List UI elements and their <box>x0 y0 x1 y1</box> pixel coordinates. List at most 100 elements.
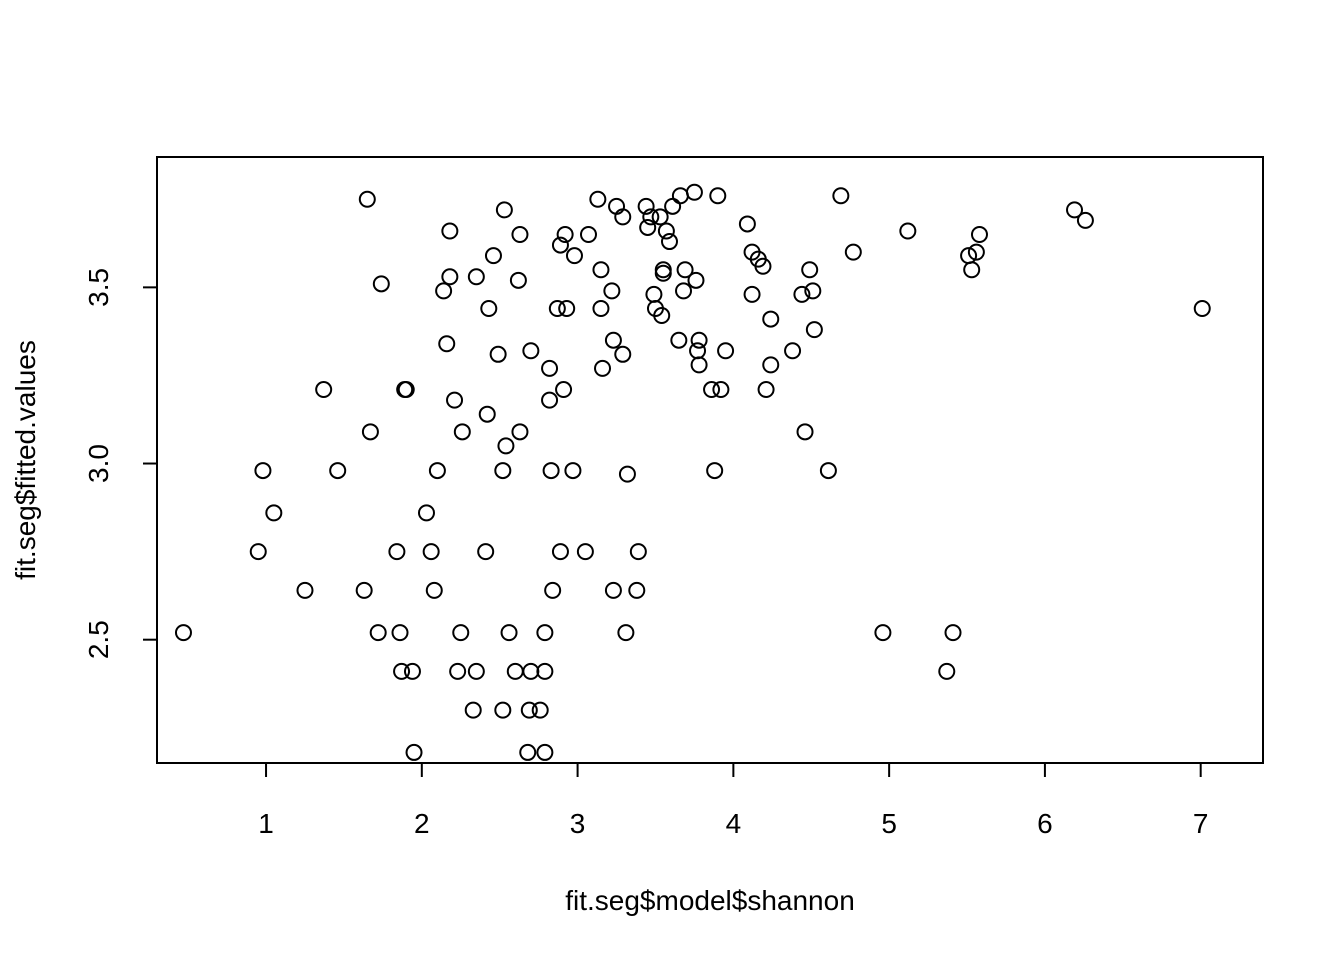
data-point <box>446 391 464 409</box>
x-tick-label: 3 <box>570 808 586 839</box>
data-point <box>511 226 529 244</box>
data-point <box>618 465 636 483</box>
data-point <box>397 381 415 399</box>
y-tick-label: 2.5 <box>83 620 114 659</box>
data-point <box>712 381 730 399</box>
data-point <box>899 222 917 240</box>
data-point <box>174 624 192 642</box>
data-point <box>464 701 482 719</box>
y-tick-label: 3.0 <box>83 444 114 483</box>
data-point <box>614 208 632 226</box>
y-tick-label: 3.5 <box>83 268 114 307</box>
data-point <box>784 342 802 360</box>
data-point <box>564 462 582 480</box>
data-point <box>653 307 671 325</box>
data-point <box>500 624 518 642</box>
plot-box <box>156 156 1264 764</box>
x-axis: 1 2 3 4 5 6 7 <box>258 762 1209 839</box>
data-point <box>449 662 467 680</box>
x-axis-label: fit.seg$model$shannon <box>565 885 855 916</box>
data-point <box>819 462 837 480</box>
data-point <box>551 236 569 254</box>
data-point <box>1076 211 1094 229</box>
data-point <box>531 701 549 719</box>
data-point <box>355 581 373 599</box>
data-point <box>452 624 470 642</box>
data-point <box>358 190 376 208</box>
data-point <box>660 233 678 251</box>
data-point <box>425 581 443 599</box>
data-point <box>592 261 610 279</box>
data-point <box>703 381 721 399</box>
data-point <box>604 581 622 599</box>
data-point <box>511 423 529 441</box>
data-point <box>555 381 573 399</box>
data-point <box>654 264 672 282</box>
data-point <box>315 381 333 399</box>
data-point <box>494 462 512 480</box>
data-point <box>254 462 272 480</box>
data-point <box>801 261 819 279</box>
data-point <box>690 331 708 349</box>
data-point <box>651 208 669 226</box>
data-point <box>579 226 597 244</box>
data-point <box>762 356 780 374</box>
data-point <box>556 226 574 244</box>
data-point <box>519 743 537 761</box>
data-point <box>403 662 421 680</box>
x-tick-label: 2 <box>414 808 430 839</box>
data-point <box>428 462 446 480</box>
data-point <box>654 261 672 279</box>
data-point <box>706 462 724 480</box>
data-point <box>249 543 267 561</box>
data-point <box>441 222 459 240</box>
data-point <box>690 356 708 374</box>
data-point <box>422 543 440 561</box>
data-point <box>685 183 703 201</box>
data-point <box>689 342 707 360</box>
data-point <box>478 405 496 423</box>
data-point <box>484 247 502 265</box>
x-tick-label: 7 <box>1193 808 1209 839</box>
data-point <box>369 624 387 642</box>
data-point <box>391 624 409 642</box>
data-point <box>388 543 406 561</box>
data-point <box>664 197 682 215</box>
data-point <box>477 543 495 561</box>
data-point <box>1193 300 1211 317</box>
data-point <box>594 359 612 377</box>
data-point <box>757 381 775 399</box>
data-point <box>603 282 621 300</box>
data-point <box>589 190 607 208</box>
y-axis: 2.5 3.0 3.5 <box>83 268 158 659</box>
data-point <box>480 300 498 317</box>
data-point <box>494 701 512 719</box>
data-point <box>576 543 594 561</box>
data-point <box>637 197 655 215</box>
data-point <box>675 282 693 300</box>
data-point <box>796 423 814 441</box>
data-point <box>762 310 780 328</box>
data-point <box>522 662 540 680</box>
data-point <box>548 300 566 317</box>
data-point <box>1066 201 1084 219</box>
data-point <box>874 624 892 642</box>
data-point <box>967 243 985 261</box>
x-tick-label: 1 <box>258 808 274 839</box>
x-tick-label: 4 <box>726 808 742 839</box>
data-point <box>441 268 459 286</box>
data-point <box>657 222 675 240</box>
data-point <box>805 321 823 339</box>
data-point <box>628 581 646 599</box>
data-point <box>970 226 988 244</box>
data-point <box>645 285 663 303</box>
data-point <box>614 345 632 363</box>
data-point <box>938 662 956 680</box>
data-point <box>536 624 554 642</box>
data-point <box>832 187 850 205</box>
data-point <box>670 331 688 349</box>
data-point <box>265 504 283 522</box>
data-point <box>738 215 756 233</box>
data-point <box>743 285 761 303</box>
data-point <box>541 359 559 377</box>
